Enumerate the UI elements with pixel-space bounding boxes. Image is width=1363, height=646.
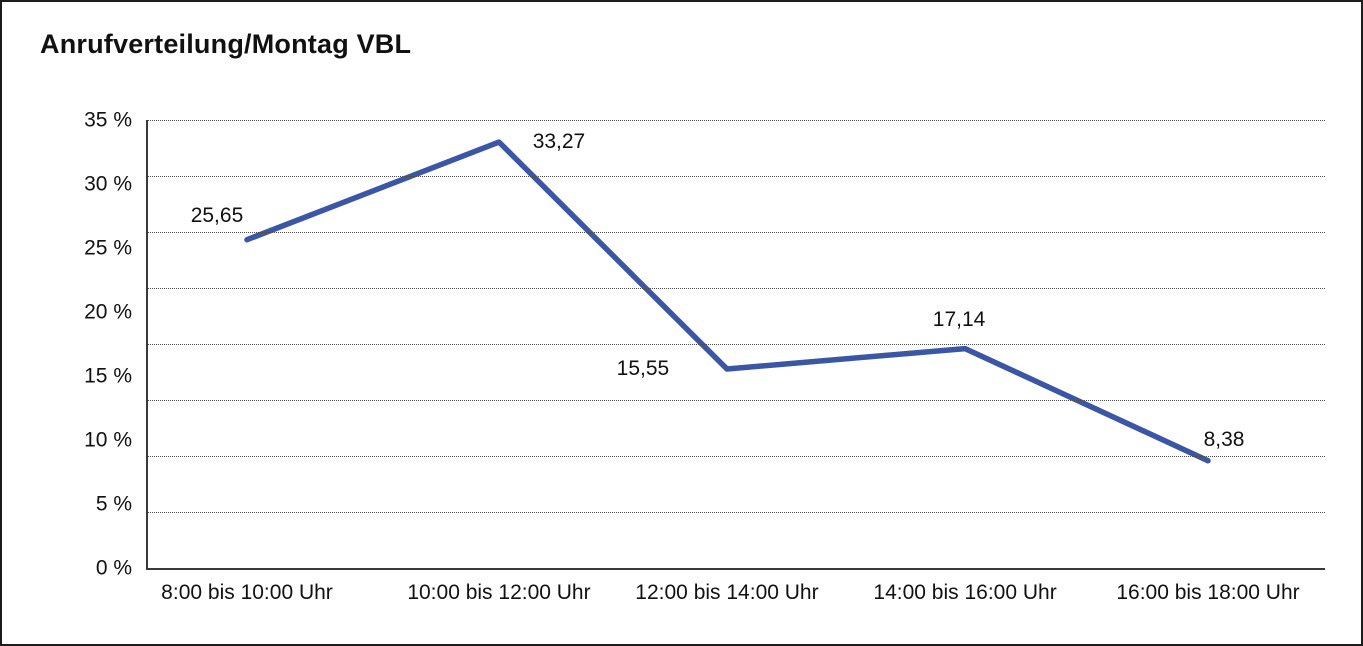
chart-title: Anrufverteilung/Montag VBL [40, 29, 412, 59]
x-axis-category-label: 10:00 bis 12:00 Uhr [407, 581, 591, 604]
y-axis-tick-label: 35 % [84, 108, 132, 132]
data-point-label: 17,14 [932, 307, 986, 331]
x-axis-category-label: 14:00 bis 16:00 Uhr [873, 581, 1057, 604]
gridline [148, 120, 1325, 121]
gridline [148, 512, 1325, 513]
gridline [148, 288, 1325, 289]
gridline [148, 176, 1325, 177]
y-axis-tick-label: 5 % [95, 492, 132, 516]
gridline [148, 400, 1325, 401]
gridline [148, 232, 1325, 233]
x-axis-category-label: 12:00 bis 14:00 Uhr [635, 581, 819, 604]
y-axis-tick-label: 10 % [84, 428, 132, 452]
plot-area [146, 120, 1325, 570]
y-axis-tick-label: 15 % [84, 364, 132, 388]
y-axis-tick-label: 25 % [84, 236, 132, 260]
line-series [244, 139, 1211, 464]
data-point-label: 25,65 [190, 203, 244, 227]
data-point-label: 33,27 [532, 130, 586, 154]
gridline [148, 344, 1325, 345]
y-axis-tick-label: 20 % [84, 300, 132, 324]
data-point-label: 15,55 [616, 356, 670, 380]
x-axis-category-label: 8:00 bis 10:00 Uhr [161, 581, 333, 604]
x-axis-category-label: 16:00 bis 18:00 Uhr [1116, 581, 1300, 604]
y-axis-tick-label: 0 % [95, 556, 132, 580]
y-axis-tick-label: 30 % [84, 172, 132, 196]
gridline [148, 456, 1325, 457]
line-chart-svg [244, 139, 1211, 464]
data-point-label: 8,38 [1203, 427, 1245, 451]
